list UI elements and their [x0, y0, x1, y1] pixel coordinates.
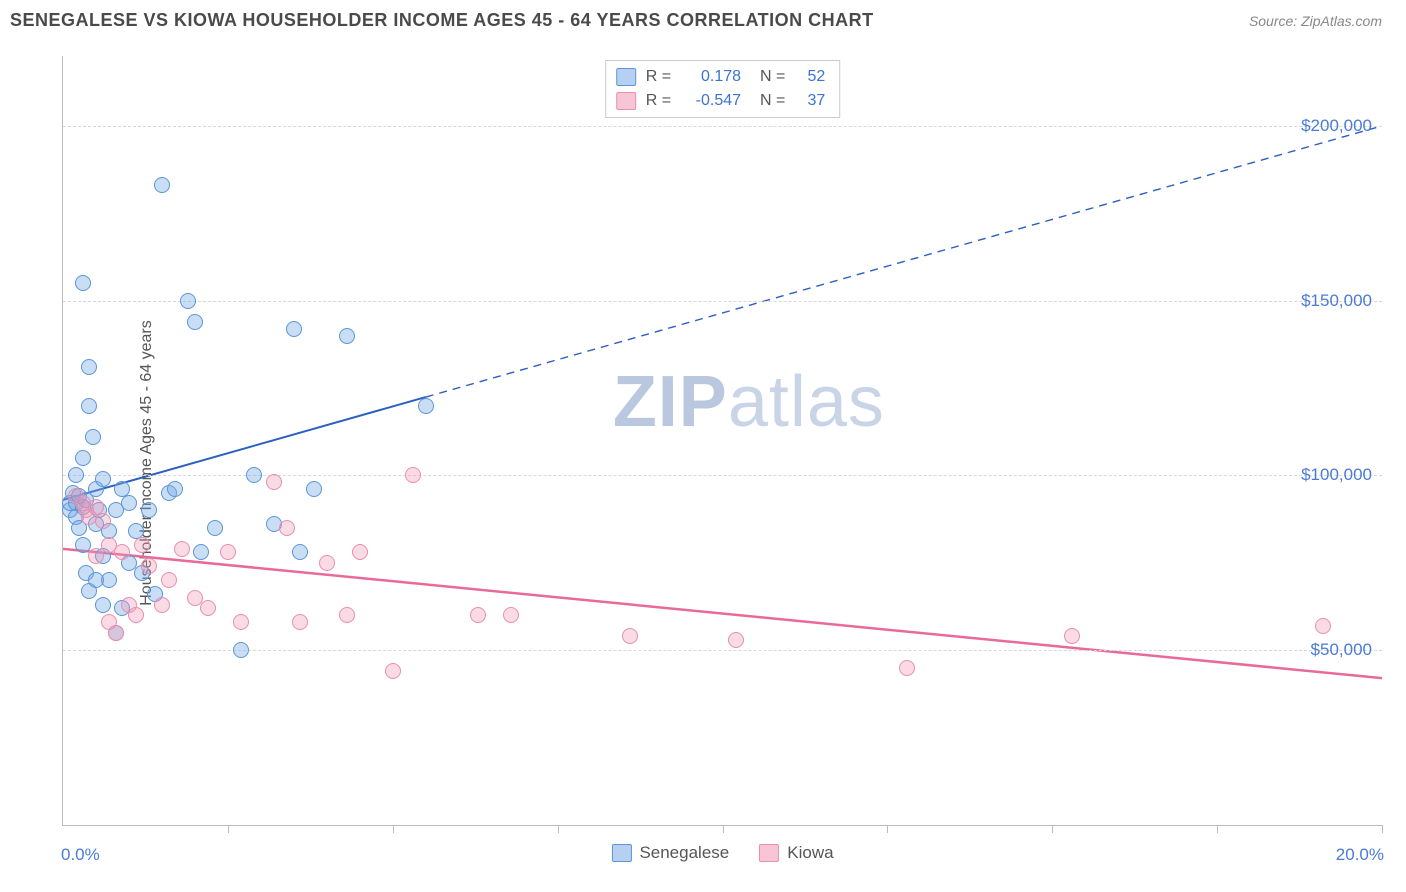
n-value-1: 52: [795, 68, 825, 86]
correlation-legend: R = 0.178 N = 52 R = -0.547 N = 37: [605, 60, 841, 118]
r-label: R =: [646, 92, 671, 110]
data-point: [470, 607, 486, 623]
n-value-2: 37: [795, 92, 825, 110]
data-point: [88, 572, 104, 588]
data-point: [233, 642, 249, 658]
data-point: [405, 467, 421, 483]
data-point: [128, 607, 144, 623]
y-tick-label: $200,000: [1301, 116, 1372, 136]
trendlines-svg: [63, 56, 1382, 825]
data-point: [68, 467, 84, 483]
r-value-1: 0.178: [681, 68, 741, 86]
data-point: [1315, 618, 1331, 634]
r-label: R =: [646, 68, 671, 86]
y-tick-label: $100,000: [1301, 465, 1372, 485]
chart-container: Householder Income Ages 45 - 64 years ZI…: [10, 44, 1396, 882]
data-point: [418, 398, 434, 414]
data-point: [220, 544, 236, 560]
data-point: [339, 328, 355, 344]
trendline-dashed: [426, 126, 1382, 397]
x-axis-max-label: 20.0%: [1336, 845, 1384, 865]
data-point: [114, 544, 130, 560]
data-point: [246, 467, 262, 483]
data-point: [339, 607, 355, 623]
watermark: ZIPatlas: [613, 361, 885, 443]
swatch-kiowa: [616, 92, 636, 110]
data-point: [81, 359, 97, 375]
y-tick-label: $50,000: [1311, 640, 1372, 660]
legend-item-senegalese: Senegalese: [611, 843, 729, 863]
data-point: [85, 429, 101, 445]
data-point: [622, 628, 638, 644]
legend-label-kiowa: Kiowa: [787, 843, 833, 863]
watermark-bold: ZIP: [613, 362, 728, 442]
data-point: [154, 177, 170, 193]
legend-swatch-kiowa: [759, 844, 779, 862]
data-point: [88, 548, 104, 564]
data-point: [306, 481, 322, 497]
data-point: [108, 625, 124, 641]
data-point: [899, 660, 915, 676]
data-point: [75, 450, 91, 466]
data-point: [728, 632, 744, 648]
gridline-h: [63, 301, 1382, 302]
x-tick: [1052, 825, 1053, 833]
n-label: N =: [751, 68, 785, 86]
data-point: [207, 520, 223, 536]
trendline-solid: [63, 549, 1382, 678]
legend-swatch-senegalese: [611, 844, 631, 862]
data-point: [174, 541, 190, 557]
x-tick: [723, 825, 724, 833]
data-point: [121, 495, 137, 511]
data-point: [95, 513, 111, 529]
data-point: [141, 558, 157, 574]
data-point: [161, 572, 177, 588]
x-tick: [393, 825, 394, 833]
data-point: [292, 544, 308, 560]
data-point: [292, 614, 308, 630]
data-point: [233, 614, 249, 630]
n-label: N =: [751, 92, 785, 110]
correlation-row-2: R = -0.547 N = 37: [616, 89, 826, 113]
data-point: [352, 544, 368, 560]
data-point: [193, 544, 209, 560]
y-tick-label: $150,000: [1301, 291, 1372, 311]
data-point: [167, 481, 183, 497]
data-point: [1064, 628, 1080, 644]
data-point: [279, 520, 295, 536]
swatch-senegalese: [616, 68, 636, 86]
data-point: [81, 398, 97, 414]
data-point: [141, 502, 157, 518]
legend-item-kiowa: Kiowa: [759, 843, 833, 863]
series-legend: Senegalese Kiowa: [611, 843, 833, 863]
source-attribution: Source: ZipAtlas.com: [1249, 13, 1382, 29]
data-point: [319, 555, 335, 571]
chart-title: SENEGALESE VS KIOWA HOUSEHOLDER INCOME A…: [10, 10, 874, 31]
x-tick: [1217, 825, 1218, 833]
data-point: [95, 597, 111, 613]
x-tick: [558, 825, 559, 833]
x-tick: [228, 825, 229, 833]
data-point: [200, 600, 216, 616]
data-point: [266, 474, 282, 490]
data-point: [134, 537, 150, 553]
x-tick: [1382, 825, 1383, 833]
x-tick: [887, 825, 888, 833]
data-point: [286, 321, 302, 337]
data-point: [75, 275, 91, 291]
data-point: [187, 314, 203, 330]
watermark-light: atlas: [728, 362, 885, 442]
gridline-h: [63, 126, 1382, 127]
scatter-plot: ZIPatlas R = 0.178 N = 52 R = -0.547 N =…: [62, 56, 1382, 826]
r-value-2: -0.547: [681, 92, 741, 110]
gridline-h: [63, 650, 1382, 651]
data-point: [154, 597, 170, 613]
data-point: [180, 293, 196, 309]
data-point: [503, 607, 519, 623]
data-point: [95, 471, 111, 487]
data-point: [385, 663, 401, 679]
legend-label-senegalese: Senegalese: [639, 843, 729, 863]
correlation-row-1: R = 0.178 N = 52: [616, 65, 826, 89]
x-axis-min-label: 0.0%: [61, 845, 100, 865]
